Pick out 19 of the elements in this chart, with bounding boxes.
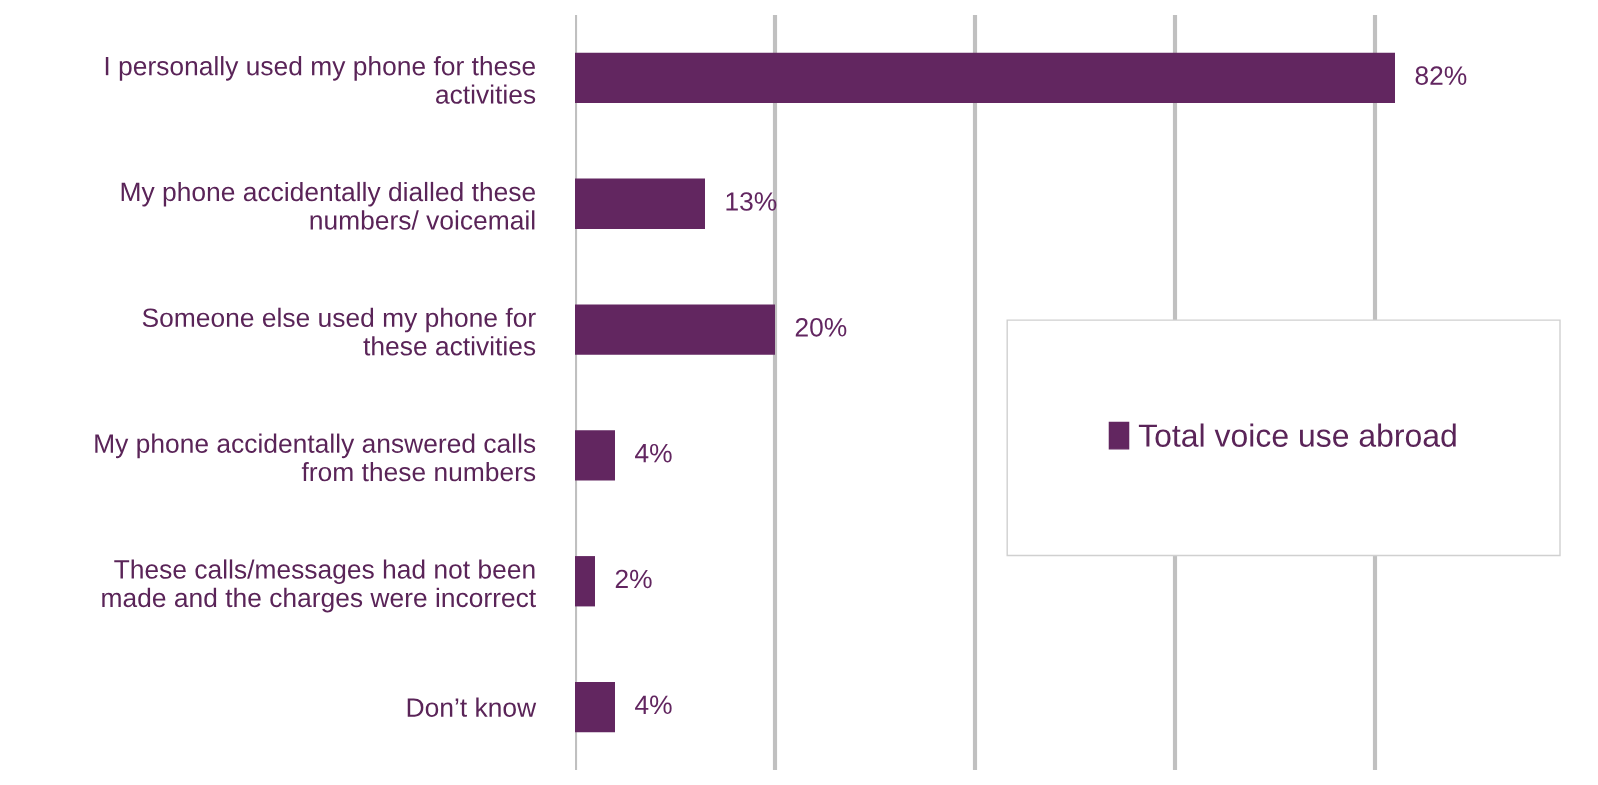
bar <box>575 304 775 355</box>
data-label: 13% <box>726 192 777 211</box>
y-tick-label: Don’t know <box>407 697 537 717</box>
bar <box>575 52 1395 104</box>
y-tick-label: My phone accidentally dialled these numbers/ voicemail <box>121 181 535 230</box>
bar <box>575 556 595 607</box>
legend-label: Total voice use abroad <box>1138 423 1456 447</box>
bar <box>575 178 705 229</box>
y-tick-label: I personally used my phone for these activities <box>105 56 536 104</box>
data-label: 20% <box>795 317 847 337</box>
bar <box>575 430 615 481</box>
y-tick-label: My phone accidentally answered calls from these numbers <box>95 433 536 482</box>
data-label: 82% <box>1415 66 1467 85</box>
bar <box>575 681 615 733</box>
data-label: 4% <box>635 443 672 463</box>
y-tick-label: These calls/messages had not been made and the charges were incorrect <box>102 559 536 613</box>
data-label: 2% <box>615 569 652 589</box>
y-tick-label: Someone else used my phone for these activities <box>142 307 536 356</box>
data-label: 4% <box>635 695 672 715</box>
